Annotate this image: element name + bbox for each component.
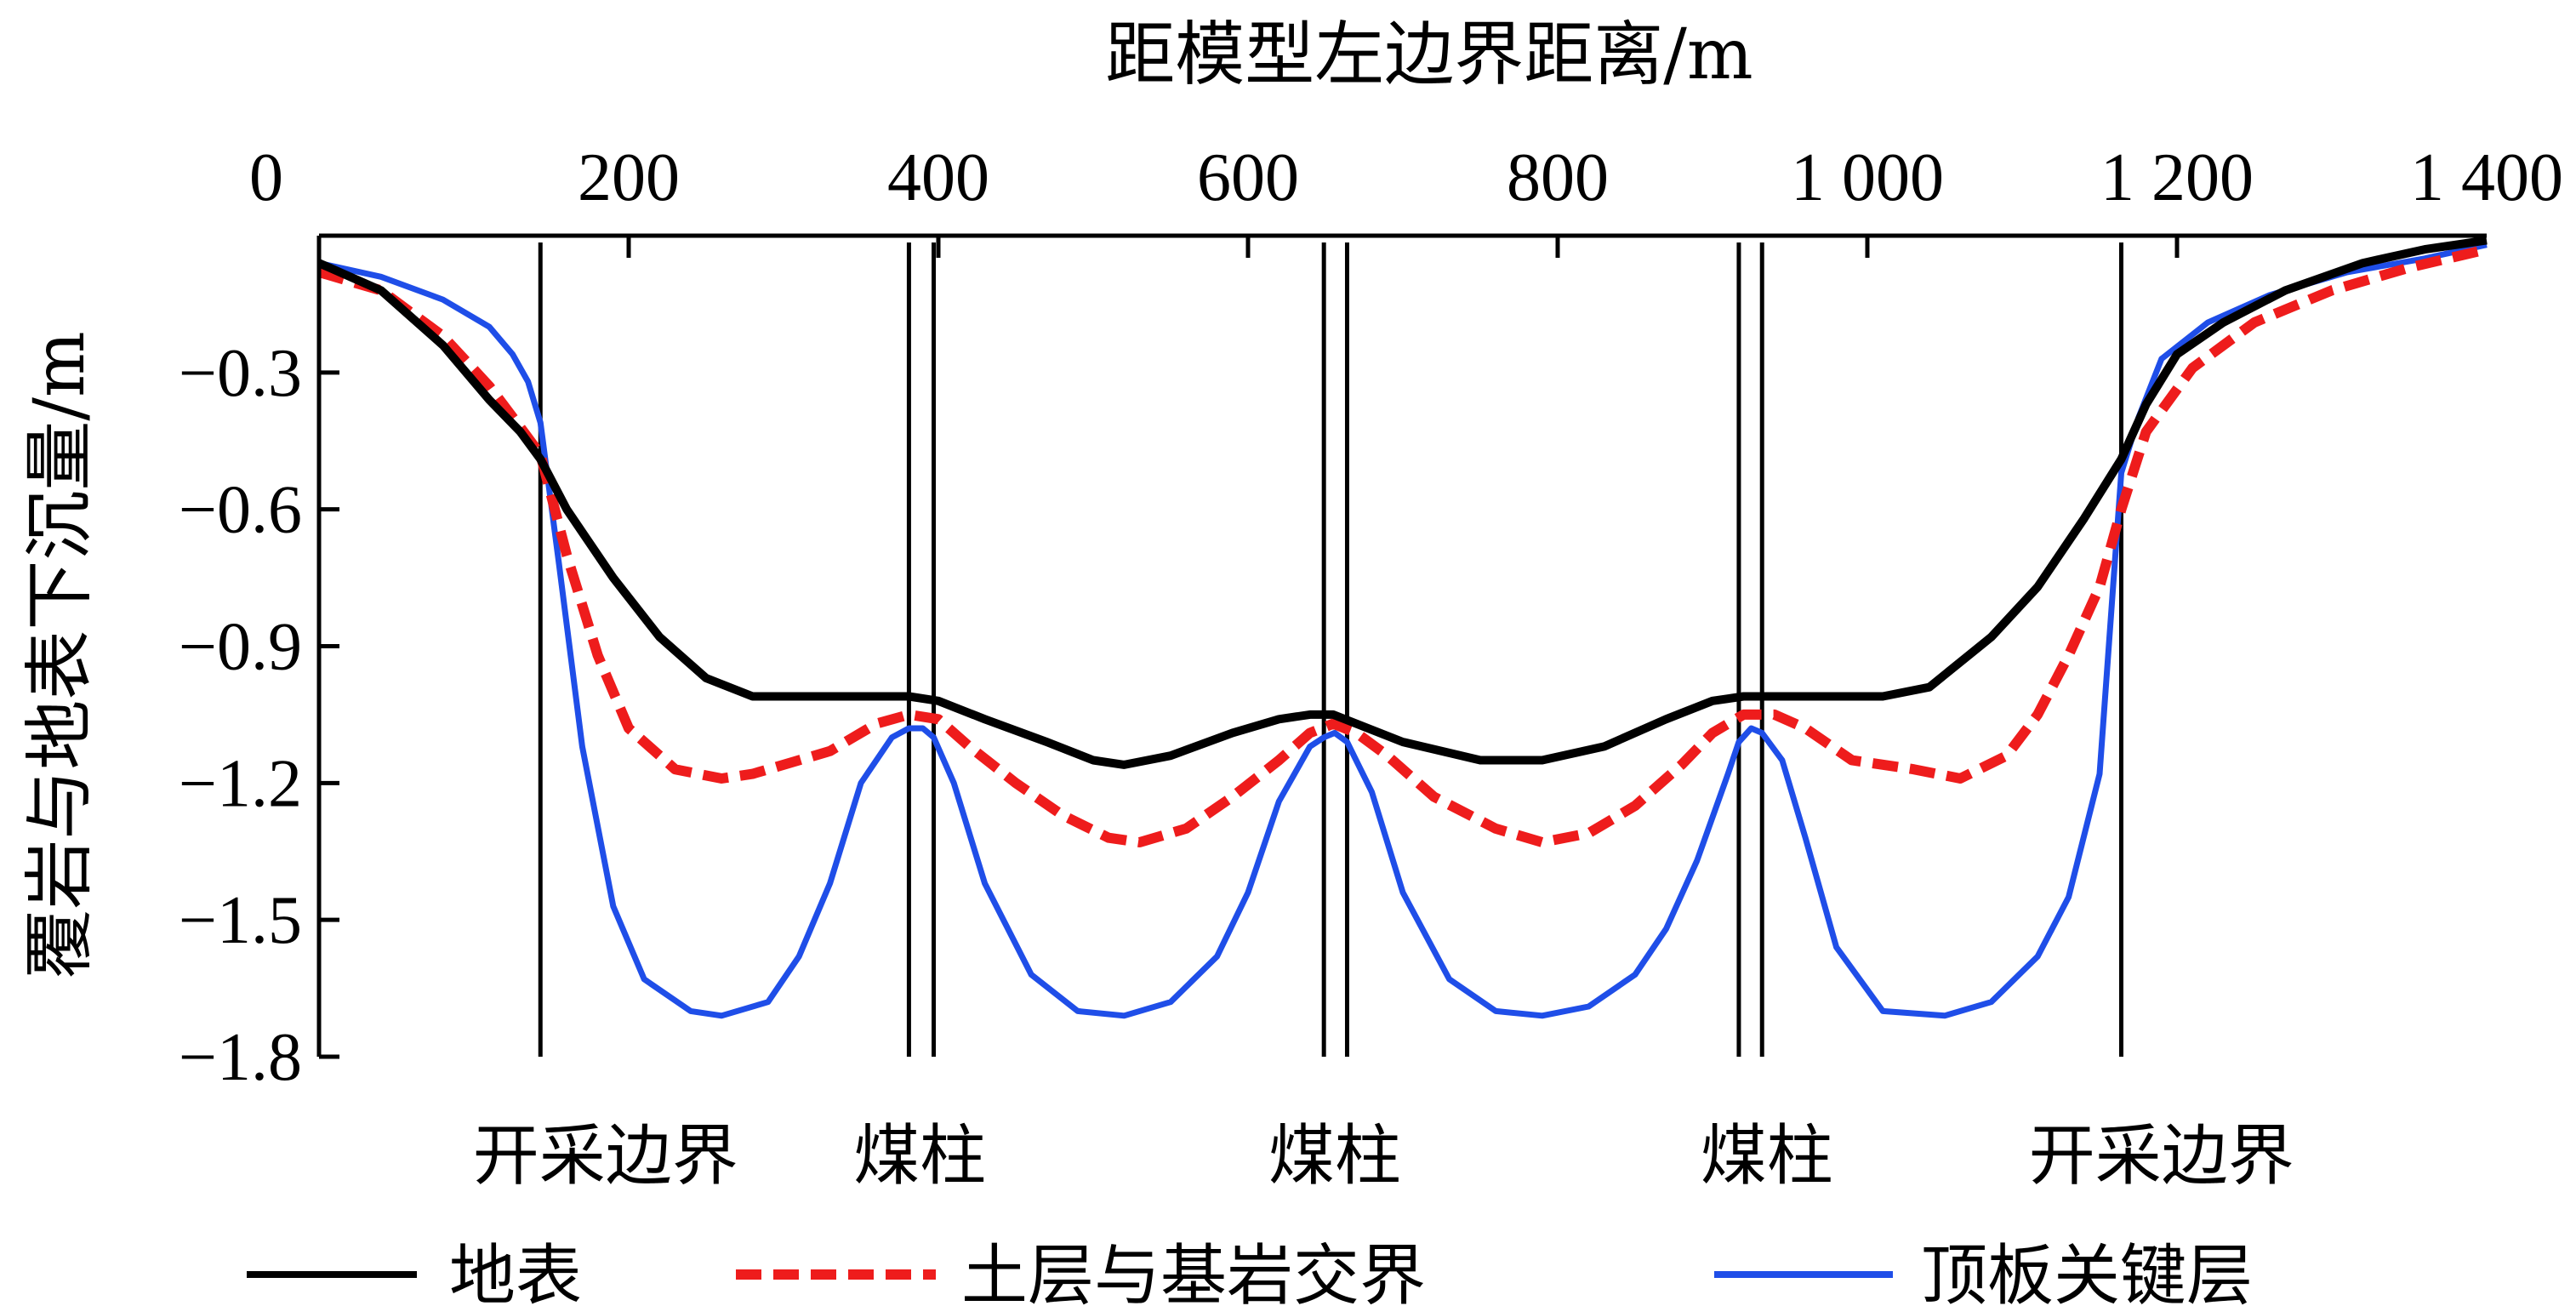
x-tick-label: 1 200 (2100, 140, 2254, 215)
series-lines (316, 236, 2488, 1019)
y-tick-label: −0.6 (179, 473, 302, 548)
x-tick-label: 1 000 (1791, 140, 1944, 215)
x-tick-label: 600 (1197, 140, 1299, 215)
y-axis-title: 覆岩与地表下沉量/m (20, 331, 100, 978)
x-tick-label: 1 400 (2410, 140, 2563, 215)
marker-label: 开采边界 (473, 1118, 738, 1195)
marker-label: 开采边界 (2029, 1118, 2294, 1195)
series-line-2 (317, 244, 2488, 847)
x-tick-label: 800 (1507, 140, 1609, 215)
x-tick-label: 0 (249, 140, 283, 215)
x-axis-title: 距模型左边界距离/m (1105, 14, 1752, 95)
y-tick-label: −1.5 (179, 883, 302, 958)
y-tick-label: −1.8 (179, 1020, 302, 1095)
marker-label: 煤柱 (1268, 1118, 1401, 1195)
x-ticks: 0 200 400 600 800 1 000 1 200 1 400 (249, 140, 2563, 258)
x-tick-label: 400 (887, 140, 989, 215)
y-tick-label: −1.2 (179, 746, 302, 821)
y-ticks: −0.3 −0.6 −0.9 −1.2 −1.5 −1.8 (179, 336, 339, 1095)
y-tick-label: −0.9 (179, 610, 302, 685)
series-line-1 (316, 236, 2488, 769)
series-line-3 (318, 242, 2488, 1019)
vertical-markers: 开采边界 煤柱 煤柱 煤柱 开采边界 (473, 242, 2294, 1195)
legend-label-1: 地表 (449, 1238, 582, 1306)
marker-label: 煤柱 (853, 1118, 986, 1195)
x-tick-label: 200 (578, 140, 680, 215)
legend-label-2: 土层与基岩交界 (961, 1238, 1426, 1306)
y-tick-label: −0.3 (179, 336, 302, 411)
axes (316, 233, 2487, 1057)
marker-label: 煤柱 (1701, 1118, 1833, 1195)
legend-label-3: 顶板关键层 (1921, 1238, 2253, 1306)
legend: 地表 土层与基岩交界 顶板关键层 (247, 1238, 2253, 1306)
